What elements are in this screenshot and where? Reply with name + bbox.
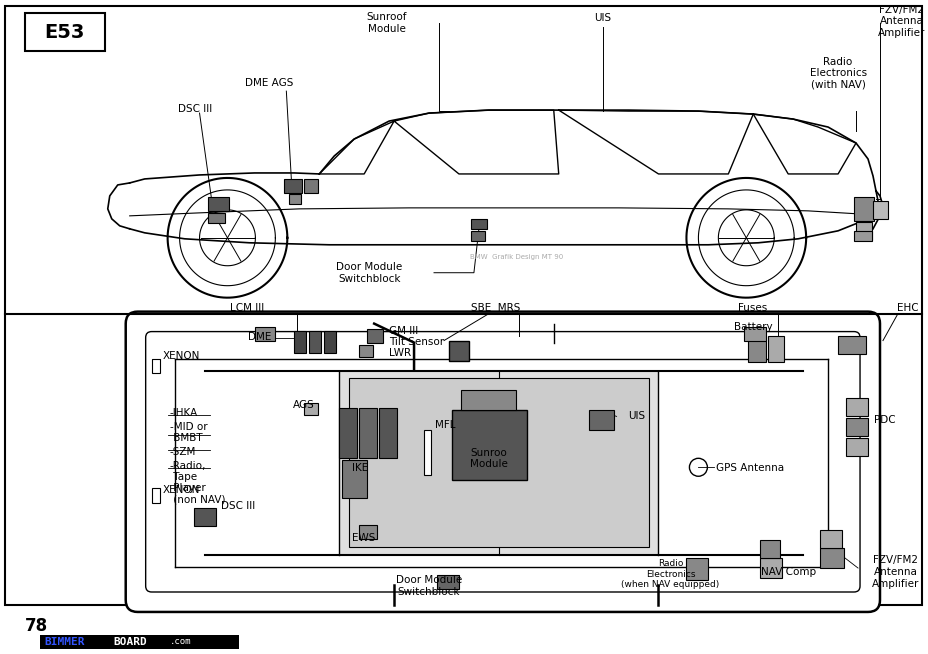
Text: DSC III: DSC III: [177, 104, 212, 114]
Text: GPS Antenna: GPS Antenna: [715, 463, 783, 473]
Text: NAV Comp: NAV Comp: [760, 567, 815, 577]
Text: BMBT: BMBT: [170, 434, 202, 443]
Text: 78: 78: [25, 617, 48, 635]
Text: LWR: LWR: [389, 347, 411, 358]
Text: AGS: AGS: [293, 400, 315, 411]
Text: XENON: XENON: [162, 485, 200, 495]
Text: Door Module
Switchblock: Door Module Switchblock: [336, 262, 402, 284]
Text: UIS: UIS: [593, 13, 611, 24]
Bar: [151, 489, 160, 503]
Text: E53: E53: [45, 23, 85, 42]
Text: Sunroo
Module: Sunroo Module: [470, 447, 508, 469]
Text: .com: .com: [170, 638, 191, 646]
Bar: [448, 341, 469, 360]
Bar: [379, 408, 396, 458]
Text: -IHKA: -IHKA: [170, 408, 198, 419]
Text: Tape: Tape: [170, 472, 197, 482]
Bar: [304, 404, 318, 415]
Bar: [845, 398, 867, 417]
Bar: [423, 430, 431, 475]
Bar: [284, 179, 302, 193]
Bar: [452, 411, 526, 480]
Bar: [845, 419, 867, 436]
Bar: [193, 508, 215, 526]
Text: Fuses: Fuses: [737, 303, 767, 313]
Text: FZV/FM2
Antenna
Amplifier: FZV/FM2 Antenna Amplifier: [877, 5, 924, 38]
Text: EHC: EHC: [896, 303, 918, 313]
Text: DSC III: DSC III: [221, 501, 255, 511]
Text: -Radio,: -Radio,: [170, 461, 206, 472]
Bar: [339, 408, 356, 458]
Bar: [767, 336, 783, 362]
Text: SBE  MRS: SBE MRS: [470, 303, 520, 313]
Bar: [339, 371, 658, 555]
Bar: [837, 336, 865, 354]
Bar: [747, 336, 766, 362]
Text: Door Module
Switchblock: Door Module Switchblock: [395, 576, 461, 597]
Bar: [759, 558, 781, 578]
Bar: [470, 219, 486, 229]
Text: DME: DME: [248, 332, 271, 341]
Text: BMW  Grafik Design MT 90: BMW Grafik Design MT 90: [470, 254, 563, 260]
Text: Radio
Electronics
(when NAV equipped): Radio Electronics (when NAV equipped): [621, 559, 719, 589]
Bar: [207, 213, 226, 223]
Text: Sunroof
Module: Sunroof Module: [367, 12, 407, 34]
Text: PDC: PDC: [873, 415, 895, 425]
Bar: [853, 197, 873, 221]
Text: XENON: XENON: [162, 351, 200, 360]
Bar: [588, 411, 612, 430]
Text: IKE: IKE: [352, 463, 368, 473]
Text: FZV/FM2
Antenna
Amplifier: FZV/FM2 Antenna Amplifier: [871, 555, 919, 589]
Bar: [324, 330, 336, 353]
Bar: [845, 438, 867, 456]
Bar: [359, 525, 377, 539]
Text: -SZM: -SZM: [170, 447, 196, 457]
Bar: [743, 326, 766, 341]
Bar: [759, 540, 780, 558]
Bar: [853, 231, 871, 241]
Bar: [470, 231, 484, 241]
Bar: [855, 222, 871, 240]
Text: UIS: UIS: [628, 411, 645, 421]
Bar: [686, 558, 708, 580]
Bar: [436, 575, 458, 589]
FancyBboxPatch shape: [146, 332, 859, 592]
Bar: [460, 390, 515, 411]
Bar: [294, 330, 306, 353]
Text: DME AGS: DME AGS: [245, 78, 293, 88]
Text: Tilt Sensor: Tilt Sensor: [389, 337, 444, 347]
Bar: [359, 345, 373, 356]
Bar: [309, 330, 321, 353]
Text: LCM III: LCM III: [230, 303, 264, 313]
Bar: [342, 460, 367, 498]
Bar: [207, 197, 229, 211]
Bar: [25, 13, 105, 51]
Bar: [819, 530, 841, 548]
Bar: [255, 326, 275, 341]
Bar: [40, 635, 239, 649]
Bar: [151, 358, 160, 373]
Text: EWS: EWS: [352, 533, 375, 543]
Text: GM III: GM III: [389, 326, 418, 336]
Bar: [367, 328, 382, 343]
Text: -MID or: -MID or: [170, 422, 207, 432]
Text: Player: Player: [170, 483, 205, 493]
Text: Radio
Electronics
(with NAV): Radio Electronics (with NAV): [808, 57, 866, 90]
Bar: [872, 201, 887, 219]
Bar: [289, 194, 301, 204]
Bar: [359, 408, 377, 458]
Bar: [349, 379, 648, 547]
Bar: [304, 179, 318, 193]
Bar: [819, 548, 844, 568]
Text: Battery: Battery: [733, 322, 772, 332]
Text: BOARD: BOARD: [113, 637, 148, 647]
FancyBboxPatch shape: [125, 312, 879, 612]
Text: BIMMER: BIMMER: [44, 637, 84, 647]
Text: MFL: MFL: [434, 421, 455, 430]
Text: (non NAV): (non NAV): [170, 494, 225, 504]
